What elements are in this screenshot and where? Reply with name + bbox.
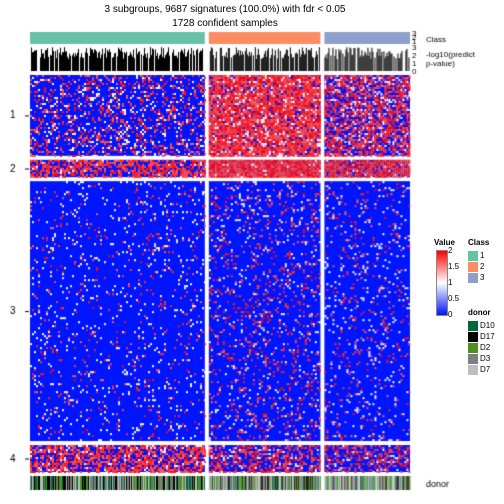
value-tick: 2 (448, 246, 452, 255)
donor-legend-item: D17 (468, 331, 495, 342)
donor-legend-item: D3 (468, 353, 490, 364)
donor-legend-item: D7 (468, 364, 490, 375)
donor-legend-title: donor (468, 308, 491, 317)
value-tick: 0 (448, 310, 452, 319)
class-legend-item: 1 (468, 250, 484, 261)
value-gradient (436, 250, 448, 316)
heatmap-canvas (0, 0, 504, 504)
class-legend-item: 3 (468, 272, 484, 283)
donor-legend-item: D2 (468, 342, 490, 353)
value-tick: 1.5 (448, 262, 459, 271)
donor-legend-item: D10 (468, 320, 495, 331)
class-legend-item: 2 (468, 261, 484, 272)
value-tick: 0.5 (448, 294, 459, 303)
value-tick: 1 (448, 278, 452, 287)
class-legend-title: Class (468, 238, 489, 247)
